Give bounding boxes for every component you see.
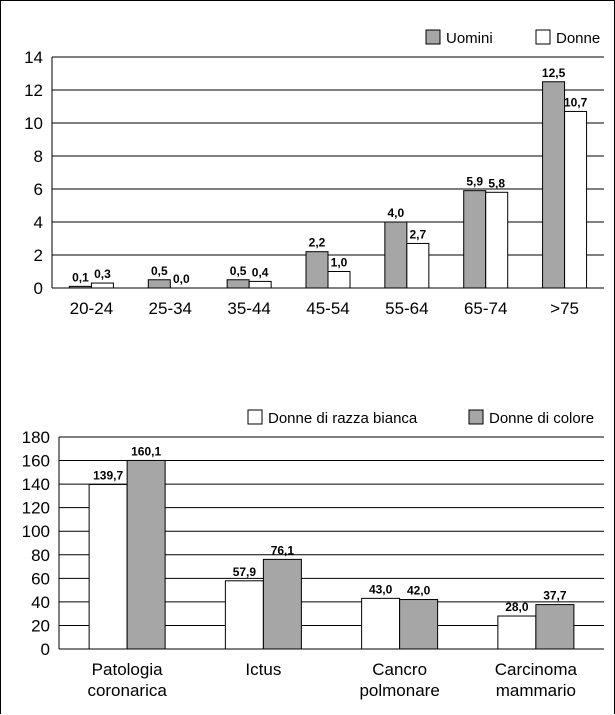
chart-2: 0 20 40 60 80 100 120 140 160 180 139,7 160,1 Patolo… xyxy=(22,409,604,700)
x-tick-label: Carcinoma mammario xyxy=(495,660,578,700)
data-label: 43,0 xyxy=(369,582,393,596)
x-tick-label: 65-74 xyxy=(464,299,507,318)
y-tick-label: 6 xyxy=(34,180,43,199)
y-tick-label: 80 xyxy=(31,546,50,565)
data-label: 160,1 xyxy=(131,444,161,458)
y-tick-label: 100 xyxy=(22,522,50,541)
legend: Uomini Donne xyxy=(425,29,600,47)
bar xyxy=(262,558,302,650)
bar xyxy=(535,604,575,650)
bar xyxy=(564,110,588,289)
y-tick-label: 120 xyxy=(22,499,50,518)
x-tick-label: 20-24 xyxy=(70,299,113,318)
bar xyxy=(384,221,408,289)
legend-label: Donne di razza bianca xyxy=(268,410,418,427)
y-tick-label: 180 xyxy=(22,428,50,447)
x-tick-label: 25-34 xyxy=(149,299,192,318)
legend-label: Donne xyxy=(556,30,600,47)
bar xyxy=(90,282,114,289)
bar xyxy=(126,459,166,650)
data-label: 0,0 xyxy=(173,272,190,286)
y-tick-label: 40 xyxy=(31,593,50,612)
bar xyxy=(361,597,401,650)
y-tick-label: 0 xyxy=(34,279,43,298)
y-tick-label: 4 xyxy=(34,213,43,232)
data-label: 139,7 xyxy=(93,468,123,482)
legend-label: Donne di colore xyxy=(489,410,594,427)
data-label: 0,4 xyxy=(252,265,269,279)
x-tick-label: Cancro polmonare xyxy=(359,660,439,700)
data-label: 37,7 xyxy=(543,589,567,603)
data-label: 0,5 xyxy=(151,264,168,278)
y-tick-label: 14 xyxy=(24,48,43,67)
bar xyxy=(305,251,329,289)
data-label: 42,0 xyxy=(407,584,431,598)
data-label: 12,5 xyxy=(542,66,566,80)
x-tick-label: >75 xyxy=(550,299,579,318)
bar xyxy=(485,191,509,289)
legend-swatch xyxy=(425,29,441,45)
y-tick-label: 8 xyxy=(34,147,43,166)
data-label: 76,1 xyxy=(271,543,295,557)
y-tick-label: 20 xyxy=(31,616,50,635)
data-label: 4,0 xyxy=(388,206,405,220)
bar xyxy=(406,242,430,289)
bar xyxy=(68,285,92,289)
y-tick-label: 2 xyxy=(34,246,43,265)
legend-label: Uomini xyxy=(446,30,493,47)
legend-swatch xyxy=(247,409,263,425)
bar xyxy=(88,483,128,650)
data-label: 0,3 xyxy=(94,267,111,281)
bar xyxy=(224,580,264,650)
x-tick-label: 35-44 xyxy=(227,299,270,318)
bar xyxy=(248,280,272,289)
data-label: 10,7 xyxy=(564,95,588,109)
data-label: 5,9 xyxy=(466,175,483,189)
bar xyxy=(226,279,250,289)
bar xyxy=(497,615,537,650)
y-tick-label: 60 xyxy=(31,569,50,588)
y-tick-label: 140 xyxy=(22,475,50,494)
data-label: 1,0 xyxy=(331,256,348,270)
bar xyxy=(542,81,566,289)
data-label: 0,5 xyxy=(230,264,247,278)
bar xyxy=(463,190,487,289)
data-label: 2,2 xyxy=(309,236,326,250)
x-tick-label: Patologia coronarica xyxy=(87,660,167,700)
bar xyxy=(147,279,171,289)
data-label: 5,8 xyxy=(488,176,505,190)
y-tick-label: 12 xyxy=(24,81,43,100)
data-label: 0,1 xyxy=(72,270,89,284)
y-tick-label: 0 xyxy=(41,640,50,659)
data-label: 28,0 xyxy=(505,600,529,614)
gridlines xyxy=(52,56,604,256)
bar xyxy=(399,599,439,650)
data-label: 2,7 xyxy=(410,227,427,241)
x-tick-label: Ictus xyxy=(245,660,281,679)
y-tick-label: 10 xyxy=(24,114,43,133)
y-tick-label: 160 xyxy=(22,452,50,471)
legend-swatch xyxy=(468,409,484,425)
x-tick-label: 45-54 xyxy=(306,299,349,318)
legend-swatch xyxy=(535,29,551,45)
legend: Donne di razza bianca Donne di colore xyxy=(247,409,594,427)
x-tick-label: 55-64 xyxy=(385,299,428,318)
bar xyxy=(327,271,351,289)
data-label: 57,9 xyxy=(233,565,257,579)
chart-1: 0 2 4 6 8 10 12 14 0,1 0,3 20-24 0,5 0,0 25-34 0,5 0,4 3… xyxy=(24,29,604,318)
